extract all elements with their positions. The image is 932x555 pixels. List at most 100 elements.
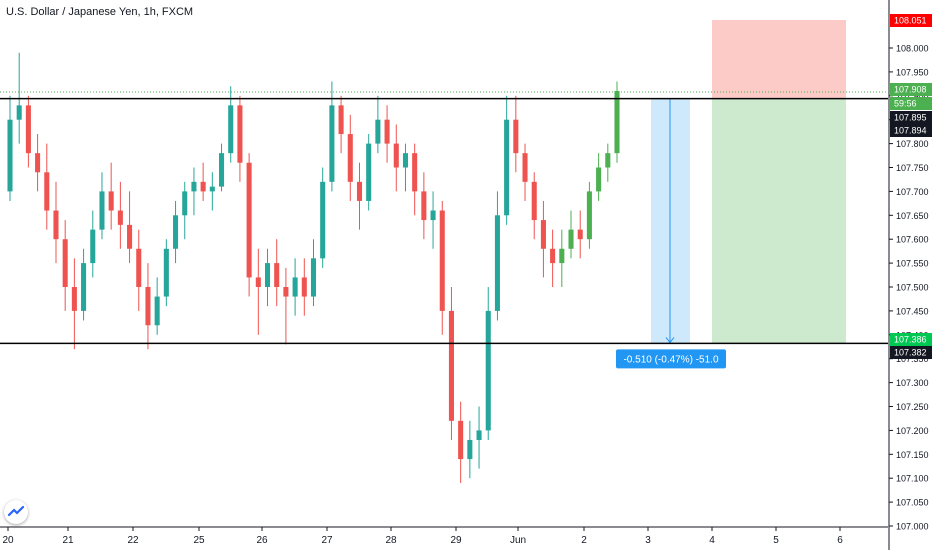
- candle[interactable]: [347, 114, 353, 201]
- candle-body: [127, 224, 133, 249]
- candle[interactable]: [145, 263, 151, 350]
- candle[interactable]: [550, 229, 556, 287]
- take-profit-zone[interactable]: [712, 98, 846, 344]
- candle[interactable]: [531, 172, 537, 240]
- candle[interactable]: [53, 181, 59, 264]
- candle[interactable]: [513, 95, 519, 173]
- candle[interactable]: [108, 162, 114, 230]
- candle[interactable]: [228, 86, 234, 163]
- candle[interactable]: [310, 239, 317, 307]
- candle[interactable]: [577, 210, 583, 259]
- candle[interactable]: [62, 220, 68, 311]
- y-tick-label: 107.600: [896, 235, 929, 245]
- candle-body: [375, 119, 381, 144]
- y-tick-label: 107.300: [896, 378, 929, 388]
- candle-body: [586, 191, 592, 240]
- candle-body: [494, 215, 500, 311]
- candle[interactable]: [522, 143, 528, 201]
- candle[interactable]: [504, 95, 510, 225]
- candle[interactable]: [292, 258, 298, 316]
- candle[interactable]: [246, 153, 252, 297]
- candle[interactable]: [329, 81, 335, 192]
- candle[interactable]: [301, 258, 307, 316]
- candle[interactable]: [200, 162, 206, 201]
- candle[interactable]: [237, 95, 243, 182]
- candle[interactable]: [605, 143, 611, 182]
- candle[interactable]: [117, 181, 123, 249]
- candle[interactable]: [559, 229, 565, 287]
- candle-body: [191, 181, 197, 192]
- y-tick-label: 107.250: [896, 402, 929, 412]
- candle[interactable]: [494, 191, 500, 321]
- candle[interactable]: [402, 143, 408, 192]
- y-tick-label: 108.000: [896, 44, 929, 54]
- candle[interactable]: [485, 287, 491, 440]
- candle[interactable]: [127, 191, 133, 264]
- candle[interactable]: [476, 406, 482, 469]
- x-tick-label: 3: [645, 535, 651, 546]
- candle[interactable]: [393, 124, 399, 192]
- candle[interactable]: [375, 95, 381, 154]
- candle-body: [274, 263, 280, 287]
- candle[interactable]: [568, 210, 574, 259]
- candle-body: [209, 186, 215, 192]
- candle-body: [182, 191, 188, 216]
- candle[interactable]: [412, 143, 418, 216]
- candle[interactable]: [90, 210, 96, 278]
- candle[interactable]: [99, 172, 105, 240]
- y-tick-label: 107.450: [896, 306, 929, 316]
- candle[interactable]: [439, 200, 445, 335]
- y-tick-label: 107.350: [896, 354, 929, 364]
- candle[interactable]: [154, 277, 160, 335]
- candle[interactable]: [191, 167, 197, 216]
- candle[interactable]: [467, 420, 473, 479]
- candle[interactable]: [614, 81, 620, 163]
- candle[interactable]: [274, 239, 280, 307]
- candle[interactable]: [173, 200, 179, 264]
- logo-icon: [7, 505, 25, 517]
- candle-body: [522, 153, 528, 182]
- candle[interactable]: [320, 167, 326, 268]
- candle[interactable]: [448, 287, 454, 440]
- stop-loss-zone[interactable]: [712, 20, 846, 99]
- candle[interactable]: [540, 200, 546, 278]
- candle-body: [550, 248, 556, 264]
- x-tick-label: 25: [193, 535, 205, 546]
- candle[interactable]: [264, 248, 271, 307]
- tradingview-logo[interactable]: [4, 500, 28, 524]
- candle[interactable]: [25, 95, 31, 168]
- candle[interactable]: [458, 401, 464, 483]
- candle[interactable]: [430, 191, 436, 249]
- candle[interactable]: [255, 248, 261, 335]
- candle[interactable]: [586, 181, 592, 249]
- candle[interactable]: [44, 143, 50, 230]
- price-label-text: 107.894: [894, 126, 927, 136]
- price-label-tp: [890, 333, 932, 346]
- candle[interactable]: [338, 95, 344, 154]
- candle[interactable]: [35, 134, 41, 192]
- candle[interactable]: [81, 248, 87, 321]
- candle[interactable]: [283, 267, 289, 345]
- y-tick-label: 107.800: [896, 139, 929, 149]
- candle[interactable]: [219, 143, 225, 192]
- candle[interactable]: [596, 153, 602, 201]
- chart-title: U.S. Dollar / Japanese Yen, 1h, FXCM: [6, 6, 194, 18]
- candle[interactable]: [7, 95, 13, 201]
- candle[interactable]: [209, 172, 215, 211]
- candle-body: [7, 119, 13, 192]
- candle[interactable]: [384, 105, 390, 163]
- candle[interactable]: [136, 229, 142, 311]
- x-tick-label: 22: [127, 535, 139, 546]
- candle[interactable]: [163, 239, 169, 307]
- candle-body: [458, 420, 464, 460]
- candle[interactable]: [366, 134, 372, 211]
- candle[interactable]: [71, 258, 77, 350]
- candle-body: [71, 287, 77, 311]
- candle[interactable]: [356, 162, 363, 230]
- price-label-countdown: [890, 97, 932, 110]
- x-tick-label: 5: [773, 535, 779, 546]
- candle[interactable]: [421, 172, 427, 240]
- candle[interactable]: [182, 181, 188, 240]
